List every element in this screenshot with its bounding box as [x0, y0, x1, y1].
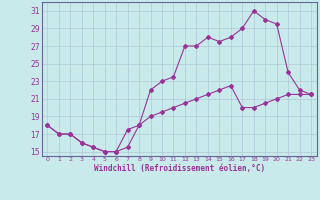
X-axis label: Windchill (Refroidissement éolien,°C): Windchill (Refroidissement éolien,°C) — [94, 164, 265, 173]
